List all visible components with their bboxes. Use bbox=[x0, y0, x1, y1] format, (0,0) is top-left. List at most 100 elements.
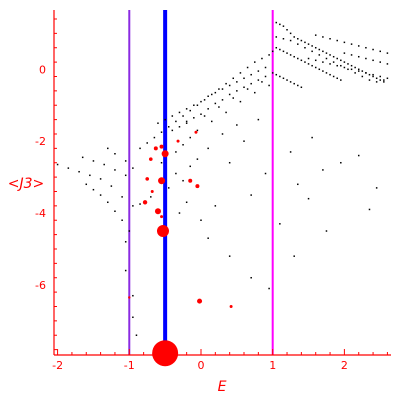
y-tick-label: -2 bbox=[35, 135, 46, 148]
x-tick-label: 0 bbox=[197, 359, 204, 372]
data-point bbox=[146, 142, 148, 144]
data-point bbox=[160, 161, 163, 164]
data-point bbox=[322, 70, 324, 72]
data-point bbox=[379, 61, 381, 63]
data-point bbox=[160, 131, 163, 133]
data-point bbox=[297, 57, 299, 60]
data-point bbox=[92, 160, 95, 162]
highlight-points-group bbox=[128, 130, 233, 367]
data-point bbox=[103, 163, 105, 166]
data-point bbox=[314, 46, 317, 49]
data-point bbox=[178, 111, 181, 114]
data-point bbox=[372, 59, 374, 62]
data-point bbox=[232, 77, 235, 80]
data-point bbox=[329, 54, 331, 56]
data-point bbox=[78, 170, 80, 173]
x-tick-label: 2 bbox=[341, 359, 348, 372]
data-point bbox=[350, 54, 353, 56]
data-point bbox=[89, 174, 91, 177]
y-tick-label: -4 bbox=[35, 207, 46, 220]
data-point bbox=[343, 61, 346, 63]
data-point bbox=[322, 50, 324, 53]
highlight-point bbox=[197, 298, 203, 304]
y-tick-label: 0 bbox=[39, 63, 46, 76]
data-point bbox=[193, 104, 195, 106]
data-point bbox=[207, 147, 209, 150]
data-point bbox=[282, 38, 285, 40]
data-point bbox=[225, 111, 227, 114]
data-point bbox=[210, 120, 213, 123]
data-point bbox=[300, 39, 303, 42]
data-point bbox=[275, 73, 278, 76]
data-point bbox=[297, 84, 299, 87]
data-point bbox=[368, 79, 371, 81]
data-point bbox=[157, 122, 159, 124]
data-point bbox=[185, 108, 188, 110]
data-point bbox=[207, 237, 209, 239]
data-point bbox=[336, 57, 338, 60]
data-point bbox=[332, 55, 335, 58]
data-point bbox=[300, 59, 303, 62]
data-point bbox=[246, 66, 249, 69]
data-point bbox=[311, 64, 313, 67]
data-point bbox=[279, 223, 281, 225]
data-point bbox=[318, 48, 321, 51]
data-point bbox=[139, 203, 141, 205]
x-tick-label: 1 bbox=[269, 359, 276, 372]
data-point bbox=[67, 167, 70, 169]
data-point bbox=[114, 153, 116, 155]
data-point bbox=[325, 52, 328, 54]
data-point bbox=[124, 174, 127, 177]
data-point bbox=[171, 129, 174, 132]
data-point bbox=[372, 48, 374, 51]
data-point bbox=[114, 169, 116, 171]
data-point bbox=[132, 205, 134, 207]
data-point bbox=[207, 108, 209, 110]
data-point bbox=[361, 75, 364, 78]
data-point bbox=[379, 79, 381, 81]
data-point bbox=[214, 205, 217, 207]
data-point bbox=[185, 120, 188, 123]
data-point bbox=[357, 45, 360, 47]
data-point bbox=[350, 64, 353, 67]
highlight-point bbox=[158, 177, 166, 185]
data-point bbox=[203, 99, 206, 101]
data-point bbox=[171, 115, 174, 117]
data-point bbox=[264, 172, 267, 175]
data-point bbox=[311, 50, 313, 53]
data-point bbox=[307, 57, 310, 60]
data-point bbox=[340, 59, 342, 62]
data-point bbox=[293, 36, 295, 38]
data-point bbox=[239, 100, 242, 103]
data-point bbox=[275, 36, 278, 38]
data-point bbox=[318, 54, 321, 56]
data-point bbox=[85, 183, 88, 186]
data-point bbox=[175, 151, 177, 153]
data-point bbox=[243, 86, 245, 89]
highlight-point bbox=[142, 200, 148, 205]
data-point bbox=[354, 72, 356, 74]
data-point bbox=[300, 86, 303, 89]
data-point bbox=[250, 73, 252, 76]
highlight-point bbox=[194, 130, 198, 134]
data-point bbox=[185, 201, 188, 204]
data-point bbox=[379, 75, 381, 78]
data-point bbox=[167, 187, 170, 189]
data-point bbox=[279, 75, 281, 78]
data-point bbox=[325, 57, 328, 60]
data-point bbox=[375, 77, 378, 80]
data-point bbox=[225, 82, 227, 85]
data-point bbox=[307, 43, 310, 45]
data-point bbox=[207, 95, 209, 97]
axes: -2 -1 0 1 2 -6 -4 -2 0 bbox=[35, 10, 391, 372]
data-point bbox=[289, 151, 292, 153]
data-point bbox=[325, 230, 328, 232]
data-point bbox=[314, 34, 317, 36]
data-point bbox=[257, 70, 260, 72]
data-point bbox=[361, 70, 364, 72]
data-point bbox=[329, 73, 331, 76]
data-point bbox=[228, 93, 231, 96]
data-point bbox=[99, 178, 102, 180]
data-point bbox=[150, 196, 152, 198]
